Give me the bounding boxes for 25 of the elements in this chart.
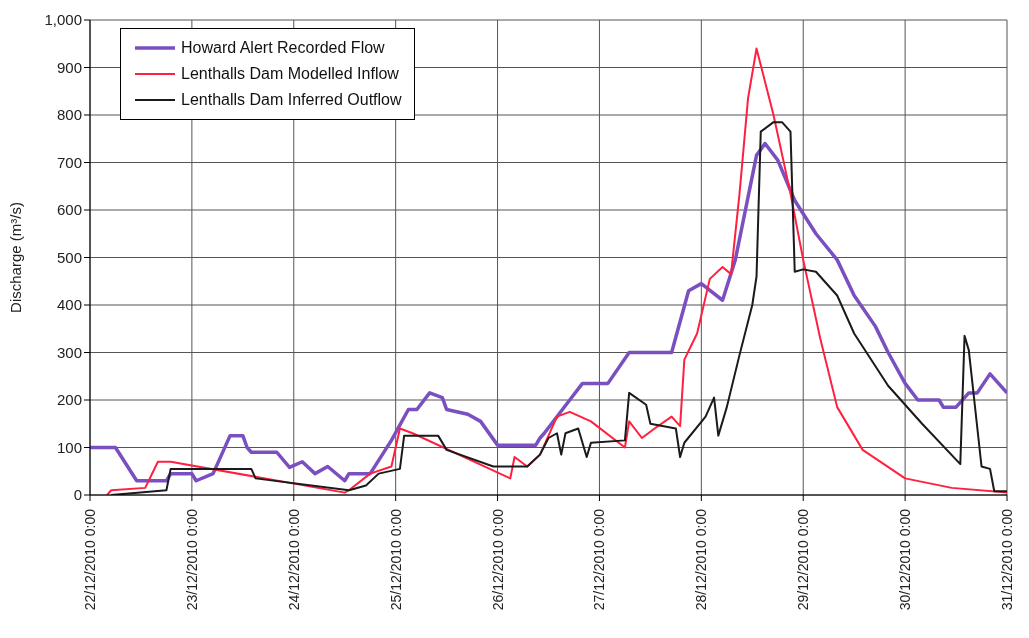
x-tick-label: 31/12/2010 0:00 — [999, 508, 1015, 611]
x-tick-label: 27/12/2010 0:00 — [591, 508, 608, 611]
legend-label: Lenthalls Dam Modelled Inflow — [181, 65, 399, 83]
x-tick-label: 23/12/2010 0:00 — [183, 508, 200, 611]
y-tick-label: 900 — [56, 58, 82, 76]
y-tick-label: 500 — [56, 248, 82, 266]
x-tick-label: 30/12/2010 0:00 — [897, 508, 914, 611]
x-tick-label: 22/12/2010 0:00 — [82, 508, 98, 611]
x-tick-label: 26/12/2010 0:00 — [489, 508, 506, 611]
y-tick-label: 0 — [73, 486, 82, 504]
legend-label: Lenthalls Dam Inferred Outflow — [181, 91, 402, 109]
y-axis-title: Discharge (m³/s) — [7, 202, 25, 313]
y-tick-label: 1,000 — [44, 11, 82, 29]
legend-label: Howard Alert Recorded Flow — [181, 39, 385, 57]
x-tick-label: 24/12/2010 0:00 — [285, 508, 302, 611]
y-tick-label: 600 — [56, 201, 82, 219]
y-tick-label: 200 — [56, 391, 82, 409]
x-tick-label: 29/12/2010 0:00 — [795, 508, 812, 611]
y-tick-label: 100 — [56, 438, 82, 456]
y-tick-label: 800 — [56, 106, 82, 124]
y-tick-label: 700 — [56, 153, 82, 171]
x-tick-label: 28/12/2010 0:00 — [693, 508, 710, 611]
x-tick-label: 25/12/2010 0:00 — [387, 508, 404, 611]
y-tick-label: 400 — [56, 296, 82, 314]
y-tick-label: 300 — [56, 343, 82, 361]
